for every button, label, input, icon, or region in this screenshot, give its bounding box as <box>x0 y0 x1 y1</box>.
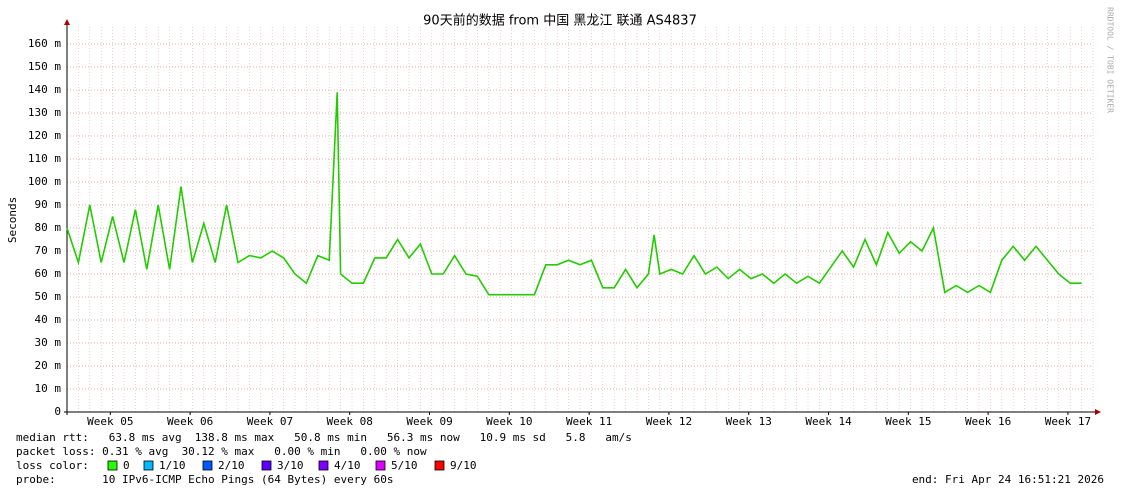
x-tick-label: Week 12 <box>646 415 692 428</box>
watermark: RRDTOOL / TOBI OETIKER <box>1106 7 1115 113</box>
y-tick-label: 70 m <box>35 244 62 257</box>
loss-color-swatch <box>375 460 386 471</box>
chart-title: 90天前的数据 from 中国 黑龙江 联通 AS4837 <box>423 13 697 29</box>
y-axis-label: Seconds <box>6 197 19 243</box>
loss-color-label: 0 <box>123 459 130 472</box>
x-tick-label: Week 08 <box>327 415 373 428</box>
x-tick-label: Week 05 <box>87 415 133 428</box>
footer-end: end: Fri Apr 24 16:51:21 2026 <box>912 473 1104 486</box>
x-tick-label: Week 06 <box>167 415 213 428</box>
x-tick-label: Week 15 <box>885 415 931 428</box>
footer-median: median rtt: 63.8 ms avg 138.8 ms max 50.… <box>16 431 632 444</box>
x-tick-label: Week 14 <box>805 415 852 428</box>
loss-color-label: 5/10 <box>391 459 418 472</box>
loss-color-swatch <box>107 460 118 471</box>
y-tick-label: 20 m <box>35 359 62 372</box>
y-tick-label: 130 m <box>28 106 61 119</box>
loss-color-swatch <box>143 460 154 471</box>
y-tick-label: 160 m <box>28 37 61 50</box>
y-tick-label: 110 m <box>28 152 61 165</box>
line <box>66 92 1082 296</box>
footer-loss-color: loss color: <box>16 459 89 472</box>
y-tick-label: 140 m <box>28 83 61 96</box>
x-tick-label: Week 16 <box>965 415 1011 428</box>
axis-arrow <box>1095 409 1101 415</box>
y-tick-label: 120 m <box>28 129 61 142</box>
footer-loss: packet loss: 0.31 % avg 30.12 % max 0.00… <box>16 445 427 458</box>
loss-color-label: 2/10 <box>218 459 245 472</box>
x-tick-label: Week 11 <box>566 415 612 428</box>
footer-probe: probe: 10 IPv6-ICMP Echo Pings (64 Bytes… <box>16 473 394 486</box>
loss-color-swatch <box>434 460 445 471</box>
x-tick-label: Week 07 <box>247 415 293 428</box>
x-tick-label: Week 17 <box>1045 415 1091 428</box>
x-tick-label: Week 13 <box>726 415 772 428</box>
loss-color-label: 4/10 <box>334 459 361 472</box>
loss-color-label: 9/10 <box>450 459 477 472</box>
y-tick-label: 150 m <box>28 60 61 73</box>
y-tick-label: 50 m <box>35 290 62 303</box>
axis-arrow <box>64 19 70 25</box>
y-tick-label: 90 m <box>35 198 62 211</box>
x-tick-label: Week 09 <box>406 415 452 428</box>
y-tick-label: 100 m <box>28 175 61 188</box>
loss-color-label: 1/10 <box>159 459 186 472</box>
y-tick-label: 30 m <box>35 336 62 349</box>
y-tick-label: 0 <box>54 405 61 418</box>
loss-color-label: 3/10 <box>277 459 304 472</box>
y-tick-label: 10 m <box>35 382 62 395</box>
x-tick-label: Week 10 <box>486 415 532 428</box>
loss-color-swatch <box>202 460 213 471</box>
loss-color-swatch <box>318 460 329 471</box>
y-tick-label: 40 m <box>35 313 62 326</box>
y-tick-label: 60 m <box>35 267 62 280</box>
loss-color-swatch <box>261 460 272 471</box>
y-tick-label: 80 m <box>35 221 62 234</box>
